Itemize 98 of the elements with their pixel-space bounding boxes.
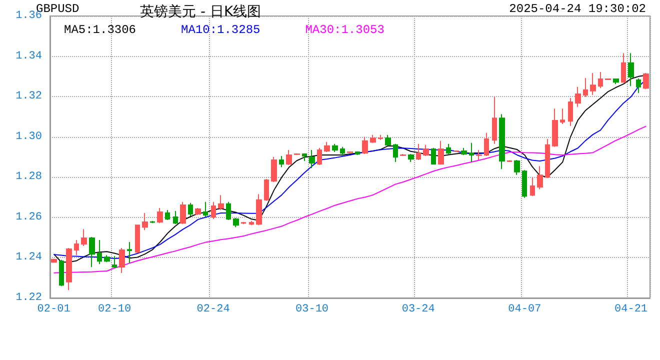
candlestick [552,108,558,148]
candlestick [530,176,535,197]
candlestick [583,78,588,98]
candlestick [165,209,170,221]
y-tick-label: 1.22 [16,292,42,304]
candlestick [605,78,611,81]
x-tick-label: 02-01 [37,304,71,316]
candlestick [294,152,300,156]
y-tick-label: 1.28 [16,171,42,184]
candlestick [256,194,262,226]
text: MA30:1.3053 [305,23,384,37]
candlestick [317,147,322,166]
x-tick-label: 03-10 [296,304,329,316]
candlestick [408,153,414,163]
text: MA10:1.3285 [181,23,260,37]
candlestick [195,207,201,216]
candlestick [286,149,292,166]
candlestick [211,201,216,220]
candlestick [560,108,565,124]
candlestick [385,134,391,146]
candlestick [575,86,581,108]
candlestick [51,258,57,264]
x-tick-label: 02-24 [196,304,230,316]
candlestick [218,194,224,210]
candlestick [157,207,163,224]
candlestick [621,52,626,83]
y-tick-label: 1.32 [16,90,42,103]
x-tick-label: 03-24 [402,304,436,316]
candlestick [271,156,277,182]
candlestick [484,132,489,156]
text: MA5:1.3306 [64,23,136,37]
candlestick [598,71,603,89]
x-tick-label: 02-10 [98,304,132,316]
candlestick [279,155,284,168]
candlestick [233,218,239,228]
candlestick [332,143,338,152]
candlestick [590,72,596,96]
candlestick [264,178,269,202]
candlestick [643,72,649,90]
candlestick [507,160,512,163]
line-series [53,126,647,274]
chart-title: 英镑美元 - 日K线图 [140,4,262,20]
candlestick [393,143,398,163]
candlestick [188,202,193,217]
candlestick [302,152,307,162]
candlestick [97,239,102,265]
y-tick-label: 1.36 [16,10,42,22]
candlestick [461,147,467,156]
x-tick-label: 04-21 [614,304,648,316]
candlestick [469,142,474,163]
y-tick-label: 1.26 [16,211,42,224]
candlestick [431,147,436,165]
candlestick [446,143,451,154]
candlestick [537,166,543,190]
candlestick [89,236,95,268]
candlestick [499,114,505,170]
y-tick-label: 1.34 [16,50,42,62]
candlestick [104,254,110,263]
candlestick [203,201,208,218]
candlestick [522,170,527,198]
candlestick [59,259,64,287]
candlestick [127,242,132,264]
y-tick-label: 1.30 [16,130,42,143]
candlestick [74,239,79,256]
candlestick [309,149,315,169]
candlestick [173,210,178,225]
candlestick [438,140,444,166]
candlestick [249,220,254,226]
candlestick [416,143,421,161]
candlestick [476,149,482,161]
candlestick [613,78,619,85]
candlestick [226,201,231,221]
candlestick [423,144,429,156]
candlestick [378,134,383,140]
candlestick [400,153,406,156]
candlestick [340,146,345,156]
x-tick-label: 04-07 [508,304,542,316]
candlestick [370,134,376,144]
candlestick [66,248,72,291]
y-tick-label: 1.24 [16,252,42,264]
candlestick [636,78,641,94]
candlestick [81,228,87,247]
candlestick [241,222,246,225]
candlestick [514,160,520,176]
text: 2025-04-24 19:30:02 [509,2,646,16]
candlestick [150,220,155,224]
candlestick [142,212,148,231]
candlestick [119,248,125,274]
candlestick [180,201,186,225]
candlestick [135,224,140,254]
candlestick [628,52,634,87]
candlestick [545,138,550,179]
candlestick [568,97,573,126]
candlestick [112,256,117,268]
candlestick [355,150,360,156]
candlestick [492,96,497,144]
candlestick [362,136,368,154]
candlestick [324,141,330,152]
